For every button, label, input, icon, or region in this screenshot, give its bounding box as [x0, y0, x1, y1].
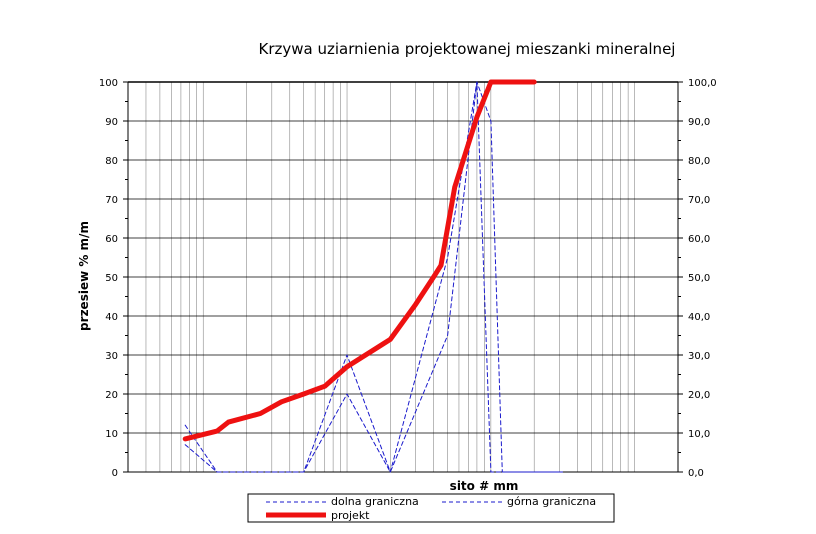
legend-label-upper: górna graniczna — [507, 495, 596, 508]
y-tick-label-left: 100 — [99, 78, 118, 89]
x-axis-label: sito # mm — [450, 479, 519, 493]
y-tick-label-left: 40 — [105, 312, 118, 323]
y-tick-label-right: 40,0 — [688, 312, 710, 323]
axes-layer: 0 10 20 30 40 50 60 70 80 90 100 0,0 10,0 20,0 30,0 40,… — [99, 78, 717, 479]
y-tick-label-right: 100,0 — [688, 78, 717, 89]
y-tick-label-right: 20,0 — [688, 390, 710, 401]
y-tick-label-left: 0 — [112, 468, 118, 479]
y-tick-label-right: 50,0 — [688, 273, 710, 284]
y-tick-label-right: 60,0 — [688, 234, 710, 245]
y-tick-label-left: 10 — [105, 429, 118, 440]
legend-label-lower: dolna graniczna — [331, 495, 419, 508]
y-tick-label-left: 30 — [105, 351, 118, 362]
y-tick-label-left: 20 — [105, 390, 118, 401]
y-tick-label-left: 60 — [105, 234, 118, 245]
chart-title: Krzywa uziarnienia projektowanej mieszan… — [259, 40, 676, 58]
y-tick-label-right: 10,0 — [688, 429, 710, 440]
y-tick-label-left: 70 — [105, 195, 118, 206]
y-tick-label-right: 0,0 — [688, 468, 704, 479]
series-layer — [182, 79, 563, 473]
y-tick-label-left: 90 — [105, 117, 118, 128]
y-tick-label-right: 70,0 — [688, 195, 710, 206]
grid-layer — [127, 81, 679, 473]
y-tick-label-right: 90,0 — [688, 117, 710, 128]
y-tick-label-left: 50 — [105, 273, 118, 284]
series-line-project — [182, 79, 537, 442]
y-tick-label-right: 30,0 — [688, 351, 710, 362]
y-axis-label: przesiew % m/m — [77, 221, 91, 331]
y-tick-label-left: 80 — [105, 156, 118, 167]
legend: dolna graniczna górna graniczna projekt — [247, 493, 615, 523]
legend-label-project: projekt — [331, 509, 370, 522]
y-tick-label-right: 80,0 — [688, 156, 710, 167]
